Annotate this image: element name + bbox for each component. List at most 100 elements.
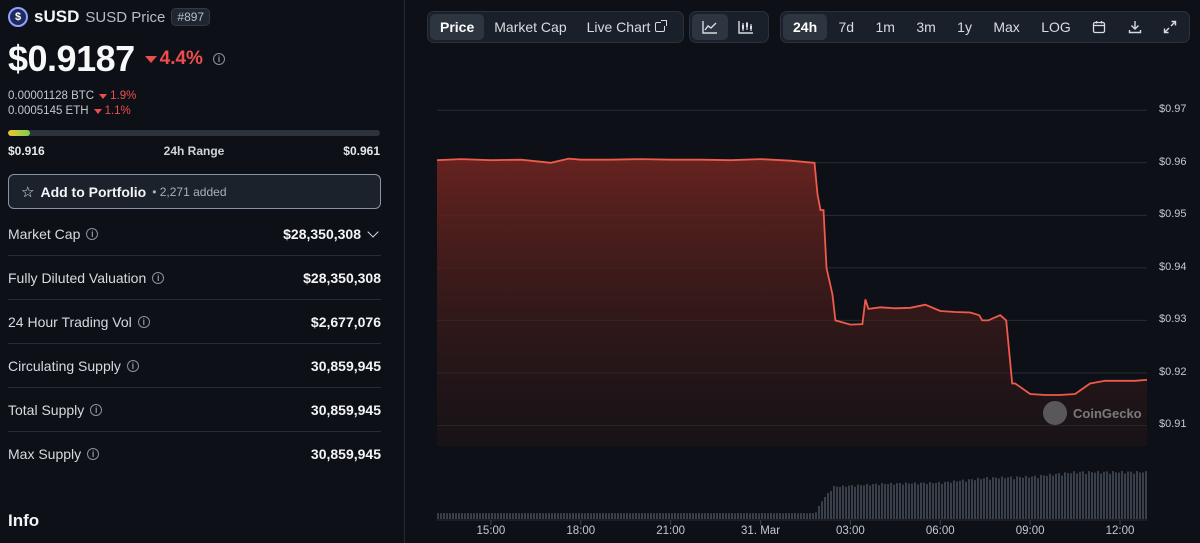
volume-bar [929,482,931,519]
line-chart-button[interactable] [692,14,728,40]
volume-bar [443,513,445,519]
volume-bar [494,513,496,519]
rank-badge: #897 [171,8,211,26]
volume-bar [767,513,769,519]
x-tick-label: 03:00 [836,525,865,537]
price-line [436,157,1148,396]
volume-bar [464,513,466,519]
stat-label-wrap: Market Cap i [8,226,99,242]
fullscreen-button[interactable] [1153,14,1187,40]
tab-market-cap[interactable]: Market Cap [494,19,567,35]
volume-bar [860,485,862,519]
volume-bar [791,513,793,519]
volume-bar [920,482,922,519]
info-icon[interactable]: i [86,227,99,240]
volume-bar [899,483,901,519]
info-icon[interactable]: i [212,53,225,65]
coin-summary-panel: $ sUSD SUSD Price #897 $0.9187 4.4% i 0.… [0,0,392,543]
watermark-text: CoinGecko [1073,405,1142,421]
volume-bar [722,513,724,519]
volume-bar [944,481,946,519]
volume-bar [566,513,568,519]
btc-value: 0.00001128 BTC [8,90,95,102]
volume-bar [806,513,808,519]
volume-bar [884,483,886,519]
info-icon[interactable]: i [126,359,139,372]
volume-bar [1055,473,1057,519]
volume-bar [1145,471,1147,519]
volume-bar [515,513,517,519]
btc-conversion: 0.00001128 BTC 1.9% [8,90,136,102]
tab-live-chart[interactable]: Live Chart [577,14,676,40]
range-3m[interactable]: 3m [916,19,936,35]
info-heading: Info [8,511,40,530]
volume-bar [743,513,745,519]
range-1m[interactable]: 1m [875,19,895,35]
eth-value: 0.0005145 ETH [8,105,89,117]
info-icon[interactable]: i [90,403,103,416]
volume-bar [1028,477,1030,519]
volume-bar [521,513,523,519]
log-scale-toggle[interactable]: LOG [1041,19,1071,35]
volume-bar [677,513,679,519]
tab-price[interactable]: Price [430,14,485,40]
info-icon[interactable]: i [137,315,150,328]
volume-bar [986,477,988,519]
volume-bar [1139,472,1141,519]
volume-bar [608,513,610,519]
volume-bar [1013,479,1015,519]
volume-bar [962,479,964,519]
volume-bar [776,513,778,519]
price-chart-svg[interactable] [405,54,1200,543]
eth-change: 1.1% [93,105,131,117]
volume-bar [923,482,925,519]
range-24h[interactable]: 24h [783,14,828,40]
volume-bar [875,483,877,519]
stat-row-max-supply: Max Supply i 30,859,945 [8,432,381,476]
volume-bar [746,513,748,519]
info-icon[interactable]: i [87,448,100,460]
volume-bar [617,513,619,519]
price-row: $0.9187 4.4% i [8,38,225,80]
volume-bar [1136,471,1138,519]
volume-bar [1022,477,1024,519]
volume-bar [1016,476,1018,519]
x-tick-label: 15:00 [476,525,506,537]
volume-bar [785,513,787,519]
volume-bar [965,481,967,519]
volume-bar [845,486,847,519]
volume-bar [974,480,976,519]
volume-bar [809,513,811,519]
add-to-portfolio-button[interactable]: ☆ Add to Portfolio • 2,271 added [8,174,381,209]
price-chart[interactable]: CoinGecko $0.97 $0.96 $0.95 $0.94 $0.93 $0.92… [405,54,1200,543]
stat-row-total-supply: Total Supply i 30,859,945 [8,388,381,432]
chevron-down-icon[interactable] [367,225,379,238]
range-7d[interactable]: 7d [838,19,855,35]
volume-bar [530,513,532,519]
volume-bar [1121,471,1123,519]
candlestick-chart-button[interactable] [728,14,764,40]
volume-bar [887,484,889,519]
range-1y[interactable]: 1y [957,19,972,35]
volume-bar [770,513,772,519]
info-icon[interactable]: i [152,271,165,284]
volume-bar [926,484,928,519]
download-button[interactable] [1118,14,1152,40]
calendar-button[interactable] [1082,14,1116,40]
volume-bar [827,492,829,519]
btc-change-value: 1.9% [110,90,137,102]
volume-bar [437,513,439,519]
stat-label: Fully Diluted Valuation [8,269,147,286]
volume-bar [623,513,625,519]
volume-bar [476,513,478,519]
volume-bar [761,513,763,519]
range-bar [8,130,380,136]
volume-bar [992,477,994,519]
volume-bar [497,513,499,519]
volume-bar [968,479,970,519]
volume-bar [647,513,649,519]
volume-bar [953,480,955,519]
volume-bar [584,513,586,519]
volume-bar [1085,474,1087,519]
range-max[interactable]: Max [993,19,1020,35]
